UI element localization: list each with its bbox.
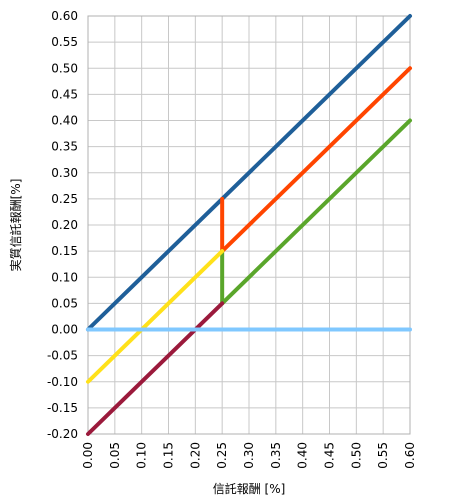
- y-tick-label: 0.05: [51, 296, 78, 310]
- x-tick-label: 0.05: [108, 442, 122, 469]
- y-tick-label: 0.15: [51, 244, 78, 258]
- x-tick-label: 0.35: [269, 442, 283, 469]
- y-tick-label: -0.05: [47, 349, 78, 363]
- x-tick-label: 0.45: [323, 442, 337, 469]
- x-axis-title: 信託報酬 [%]: [213, 481, 286, 496]
- x-tick-label: 0.15: [162, 442, 176, 469]
- x-tick-label: 0.30: [242, 442, 256, 469]
- y-tick-label: 0.30: [51, 166, 78, 180]
- x-tick-label: 0.40: [296, 442, 310, 469]
- series-line-1: [86, 14, 412, 332]
- series-line-5: [86, 301, 225, 436]
- series-layer: [86, 14, 412, 436]
- y-tick-label: 0.40: [51, 114, 78, 128]
- y-tick-label: -0.10: [47, 375, 78, 389]
- x-tick-label: 0.50: [349, 442, 363, 469]
- x-tick-label: 0.60: [403, 442, 417, 469]
- x-tick-label: 0.20: [188, 442, 202, 469]
- y-tick-label: 0.45: [51, 87, 78, 101]
- x-tick-label: 0.55: [376, 442, 390, 469]
- y-tick-label: 0.10: [51, 270, 78, 284]
- x-tick-labels: 0.00 0.05 0.10 0.15 0.20 0.25 0.30 0.35 0.40 0.45…: [81, 442, 417, 469]
- y-tick-labels: 0.60 0.55 0.50 0.45 0.40 0.35 0.30 0.25 0.20 0.15…: [47, 9, 78, 441]
- y-tick-label: 0.55: [51, 35, 78, 49]
- y-tick-label: 0.20: [51, 218, 78, 232]
- series-line-4: [86, 249, 225, 384]
- x-tick-label: 0.25: [215, 442, 229, 469]
- y-tick-label: 0.35: [51, 140, 78, 154]
- x-tick-label: 0.10: [135, 442, 149, 469]
- x-tick-label: 0.00: [81, 442, 95, 469]
- y-axis-title: 実質信託報酬[%]: [8, 179, 23, 272]
- y-tick-label: 0.50: [51, 61, 78, 75]
- y-tick-label: 0.25: [51, 192, 78, 206]
- plot-border: [87, 15, 411, 435]
- y-tick-label: -0.15: [47, 401, 78, 415]
- y-tick-label: 0.60: [51, 9, 78, 23]
- y-tick-label: -0.20: [47, 427, 78, 441]
- y-tick-label: 0.00: [51, 323, 78, 337]
